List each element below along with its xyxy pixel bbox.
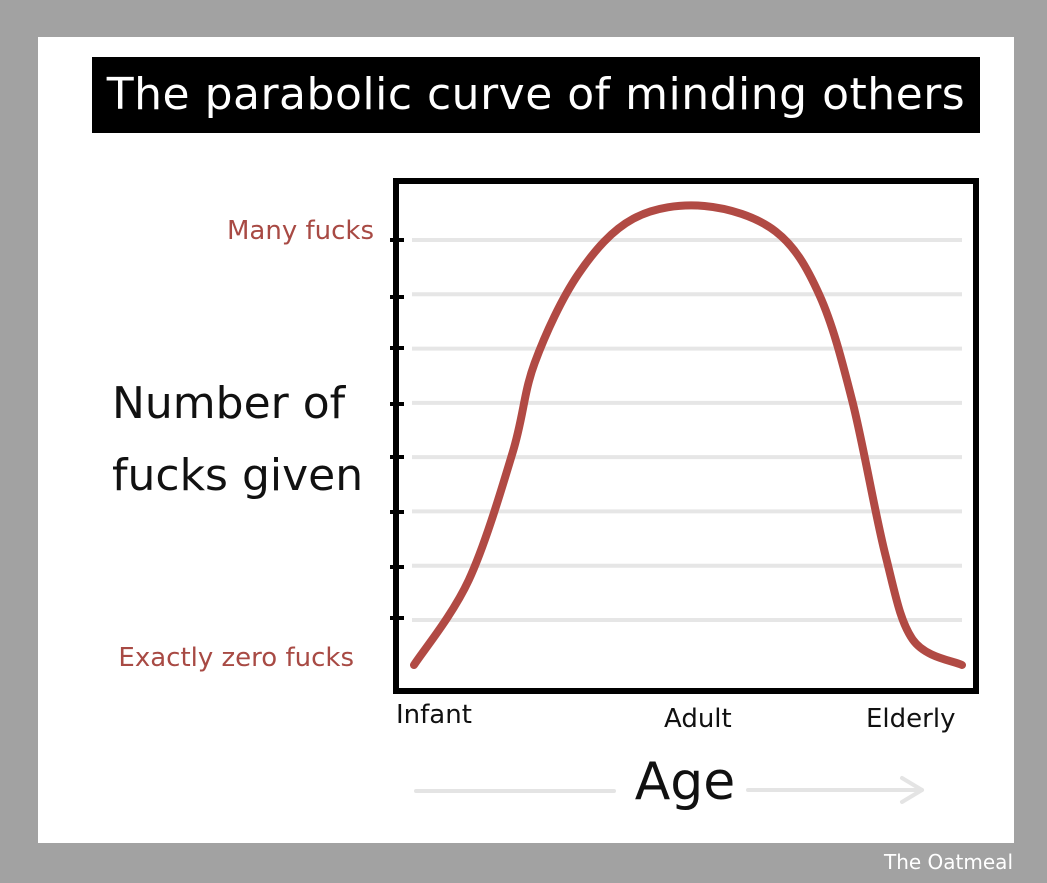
series-points (414, 206, 962, 665)
x-axis-arrow (414, 776, 924, 804)
x-tick-label-infant: Infant (396, 700, 472, 730)
arrow-head-bottom (900, 788, 924, 804)
y-axis-title: Number of fucks given (112, 368, 382, 512)
y-axis-title-line-1: Number of (112, 378, 346, 429)
x-tick-label-adult: Adult (664, 704, 732, 734)
series-line (410, 201, 966, 669)
chart-title: The parabolic curve of minding others (92, 57, 980, 133)
grid-lines (412, 238, 962, 622)
y-tick-label-bottom: Exactly zero fucks (118, 643, 354, 673)
y-tick-marks (390, 238, 404, 620)
credit-text: The Oatmeal (884, 850, 1013, 874)
plot-frame (393, 178, 979, 694)
y-tick-label-top: Many fucks (226, 216, 374, 246)
x-tick-label-elderly: Elderly (866, 704, 956, 734)
y-axis-title-line-2: fucks given (112, 450, 364, 501)
comic-panel (38, 37, 1014, 843)
arrow-head-top (900, 776, 924, 792)
x-axis-title: Age (634, 752, 736, 812)
